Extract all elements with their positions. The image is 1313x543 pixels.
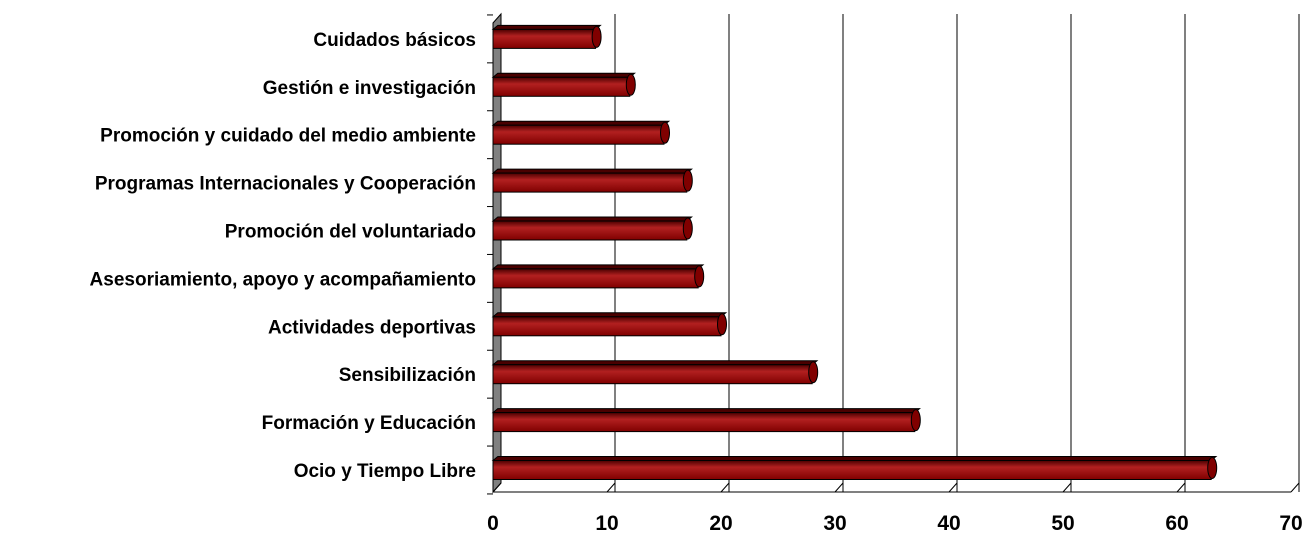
category-label: Sensibilización <box>339 365 476 386</box>
bar-body <box>492 28 597 49</box>
x-tick-50 <box>1062 482 1072 493</box>
x-tick-label: 70 <box>1279 512 1302 535</box>
x-tick-label: 60 <box>1165 512 1188 535</box>
bar-top-face <box>491 216 693 222</box>
bar-end-cap <box>1207 457 1218 479</box>
bar-end-cap <box>910 409 921 432</box>
x-tick-label: 0 <box>487 512 499 535</box>
bar-6 <box>491 168 693 193</box>
category-label: Programas Internacionales y Cooperación <box>95 174 476 195</box>
bar-body <box>492 268 699 289</box>
bar-end-cap <box>682 217 693 240</box>
x-tick-70 <box>1290 482 1300 493</box>
bar-7 <box>491 120 671 145</box>
bar-top-face <box>491 456 1218 461</box>
bar-body <box>492 460 1212 480</box>
bars <box>491 24 1218 480</box>
bar-top-face <box>491 312 728 318</box>
bar-body <box>492 364 813 385</box>
bar-4 <box>491 264 705 289</box>
category-labels: Ocio y Tiempo Libre Formación y Educación… <box>90 30 476 482</box>
bar-end-cap <box>808 361 819 384</box>
bar-9 <box>491 24 602 49</box>
x-tick-30 <box>834 482 844 493</box>
bar-5 <box>491 216 693 241</box>
x-tick-label: 40 <box>937 512 960 535</box>
bar-top-face <box>491 120 671 126</box>
x-tick-label: 20 <box>709 512 732 535</box>
bar-top-face <box>491 408 921 414</box>
bar-body <box>492 316 722 337</box>
bar-top-face <box>491 24 602 30</box>
bar-3 <box>491 312 728 337</box>
bar-1 <box>491 408 921 433</box>
bar-end-cap <box>694 265 705 288</box>
bar-body <box>492 76 631 97</box>
x-axis: 0 10 20 30 40 50 60 70 <box>487 14 1303 535</box>
bar-end-cap <box>682 169 693 192</box>
category-label: Formación y Educación <box>262 413 476 434</box>
bar-top-face <box>491 360 819 366</box>
bar-body <box>492 412 916 433</box>
grid-lines <box>614 14 1300 492</box>
category-label: Cuidados básicos <box>313 30 476 51</box>
bar-0 <box>491 456 1218 480</box>
category-label: Asesoriamiento, apoyo y acompañamiento <box>90 269 476 290</box>
category-label: Promoción y cuidado del medio ambiente <box>100 126 476 147</box>
category-label: Ocio y Tiempo Libre <box>294 461 476 482</box>
bar-end-cap <box>591 25 602 48</box>
bar-end-cap <box>625 73 636 96</box>
x-tick-label: 10 <box>595 512 618 535</box>
x-tick-label: 30 <box>823 512 846 535</box>
bar-body <box>492 124 665 145</box>
bar-top-face <box>491 264 705 270</box>
bar-body <box>492 220 688 241</box>
category-label: Promoción del voluntariado <box>225 222 476 243</box>
bar-body <box>492 172 688 193</box>
x-tick-10 <box>606 482 616 493</box>
category-label: Actividades deportivas <box>268 317 476 338</box>
bar-top-face <box>491 168 693 174</box>
x-tick-20 <box>720 482 730 493</box>
x-tick-40 <box>948 482 958 493</box>
category-label: Gestión e investigación <box>263 78 476 99</box>
x-tick-60 <box>1176 482 1186 493</box>
x-tick-label: 50 <box>1051 512 1074 535</box>
bar-end-cap <box>717 313 727 336</box>
bar-end-cap <box>660 121 670 144</box>
bar-8 <box>491 72 636 97</box>
bar-top-face <box>491 72 636 78</box>
bar-2 <box>491 360 819 385</box>
x-tick-0 <box>492 482 502 493</box>
